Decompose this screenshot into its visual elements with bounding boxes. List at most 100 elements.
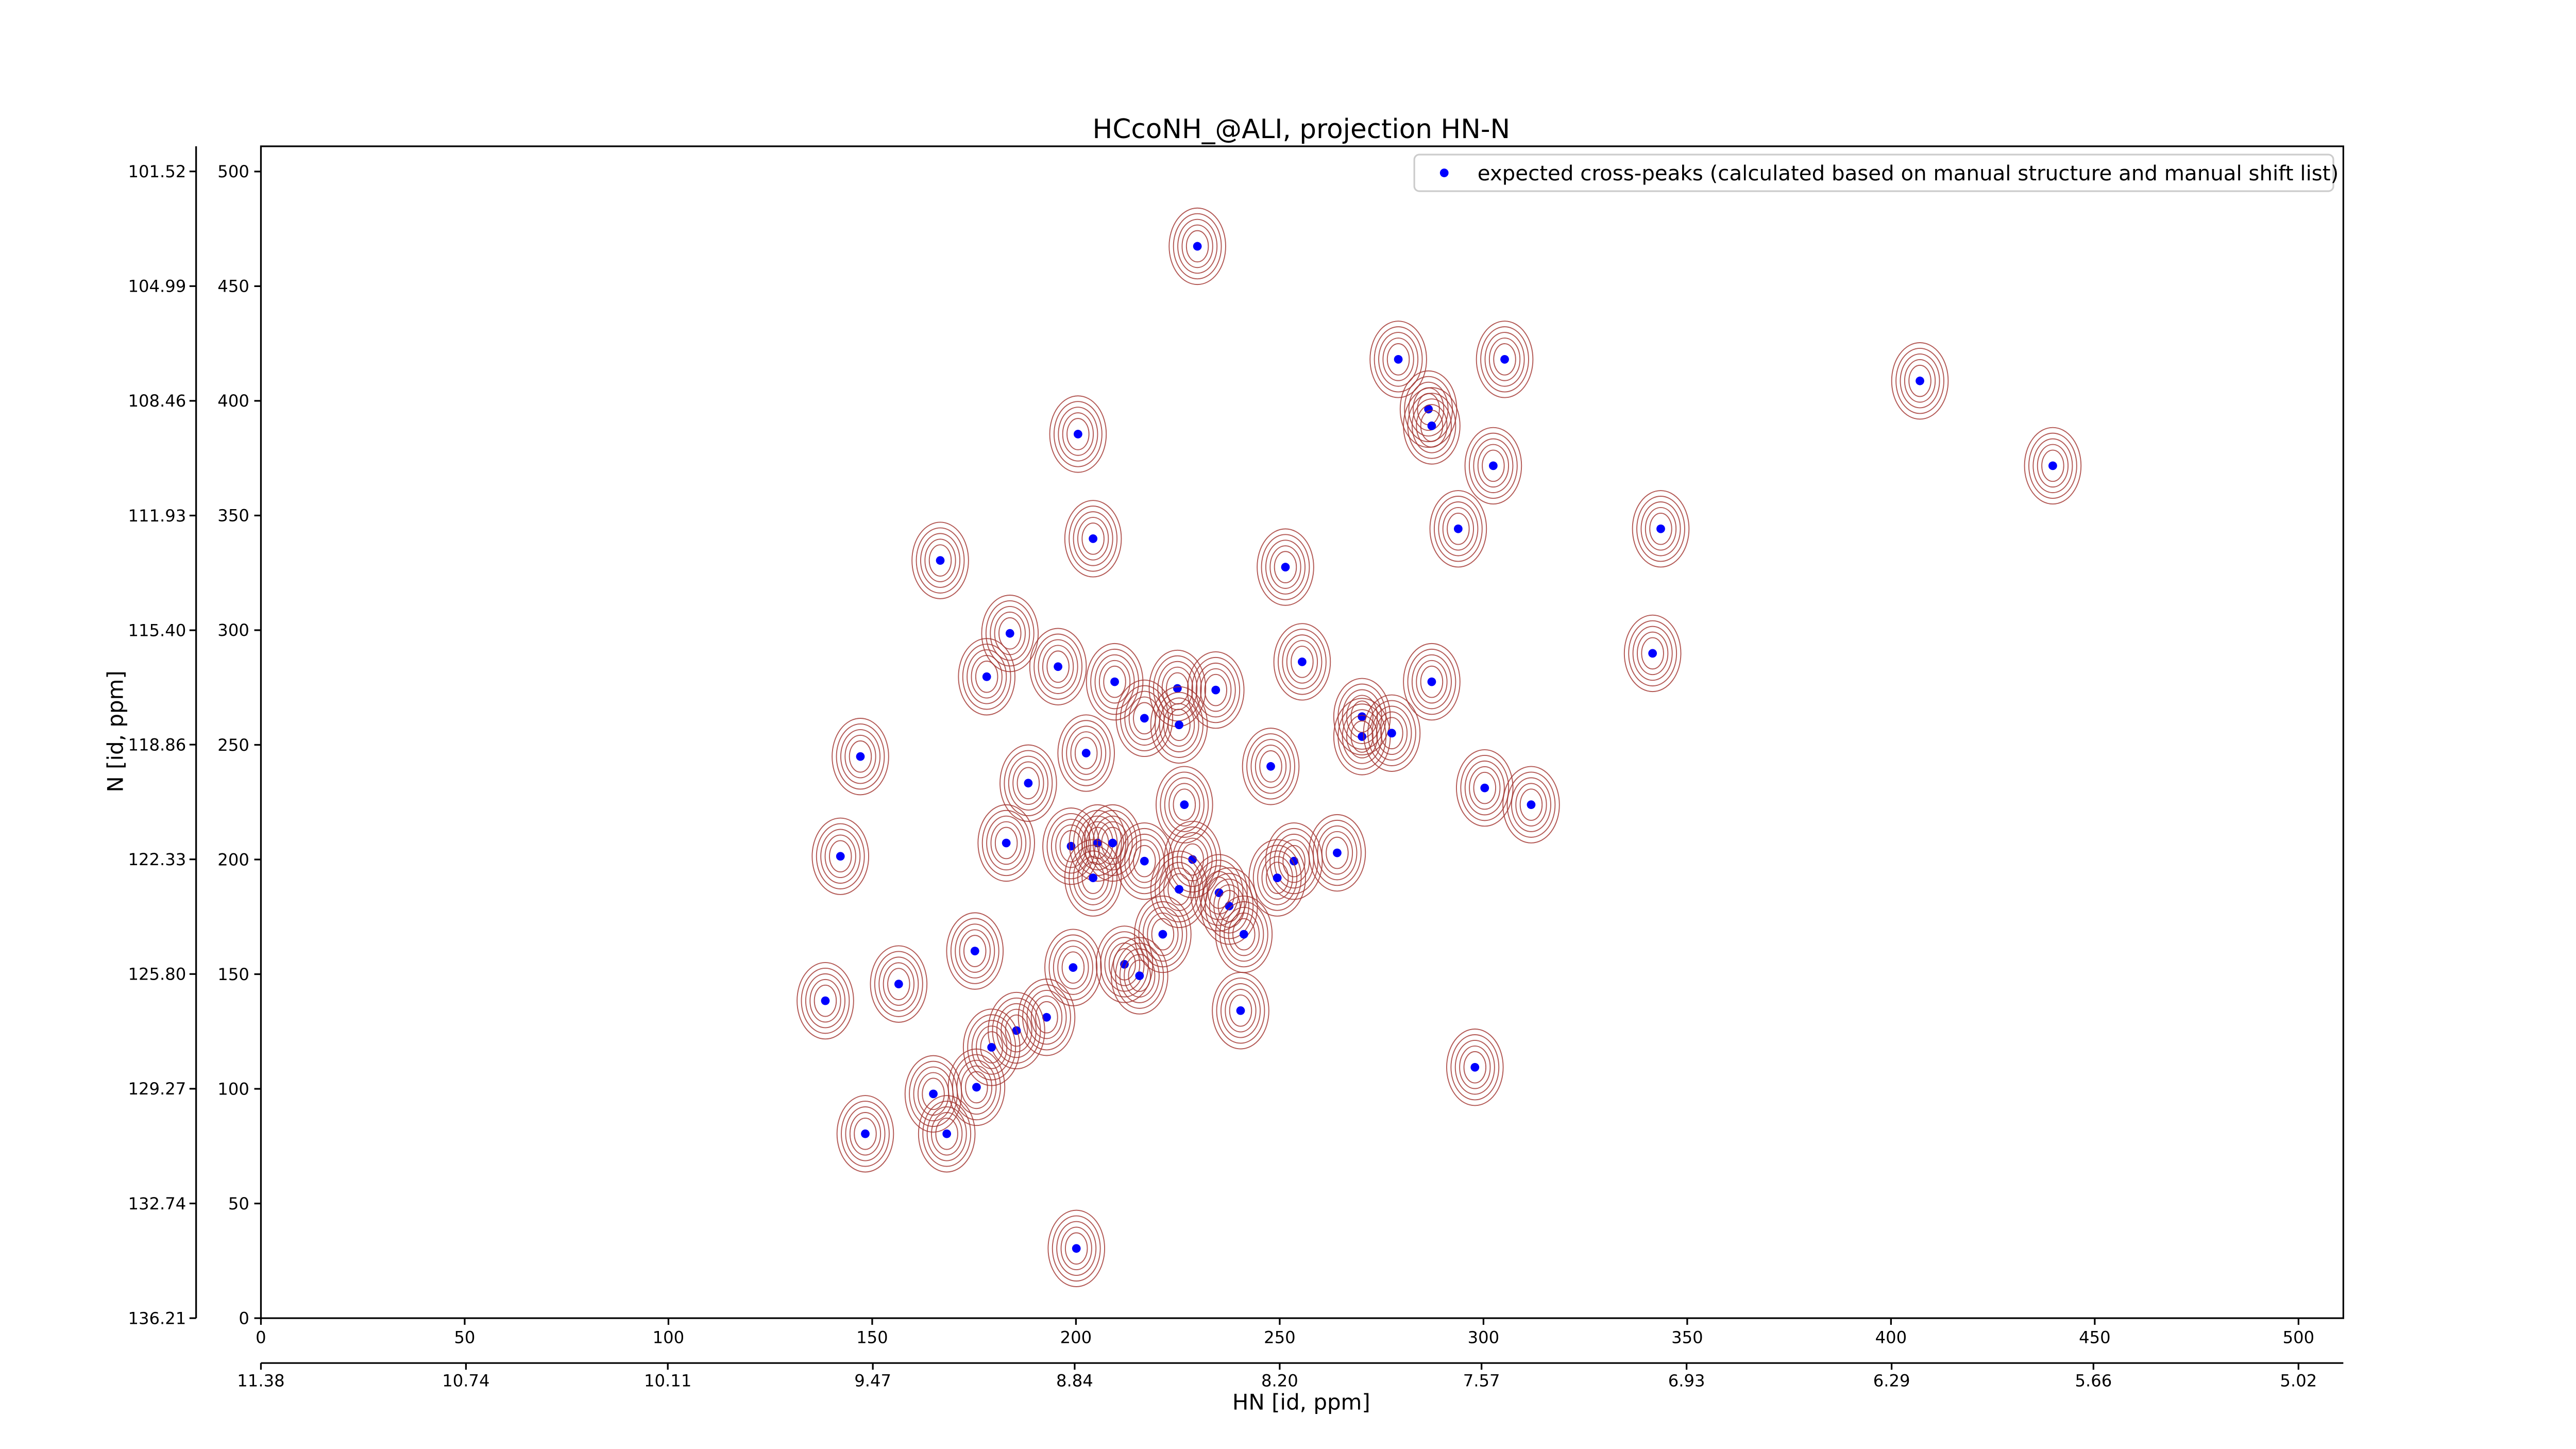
y-tick-label: 450 bbox=[217, 277, 249, 296]
peak-contour bbox=[1900, 353, 1940, 409]
peak-contour bbox=[1207, 877, 1231, 909]
peak-contour bbox=[2041, 449, 2064, 482]
peak-contour bbox=[1168, 207, 1226, 285]
cross-peak bbox=[936, 556, 945, 565]
y2-tick-label: 104.99 bbox=[128, 277, 186, 296]
peak-contour bbox=[1160, 771, 1209, 838]
cross-peak bbox=[1193, 242, 1202, 251]
peak-contour bbox=[1094, 654, 1135, 710]
peak-contour bbox=[1484, 332, 1525, 387]
peak-contour bbox=[849, 740, 872, 773]
peak-contour bbox=[1181, 224, 1213, 268]
y-tick-label: 250 bbox=[217, 735, 249, 755]
peak-contour bbox=[926, 1106, 967, 1161]
cross-peak bbox=[1358, 732, 1367, 741]
x-tick-label: 0 bbox=[256, 1327, 266, 1347]
peak-contour bbox=[1060, 1226, 1092, 1271]
peak-contour bbox=[1212, 972, 1269, 1050]
peak-contour bbox=[1455, 749, 1514, 827]
peak-contour bbox=[1416, 660, 1448, 704]
cross-peak bbox=[1266, 762, 1275, 771]
cross-peak bbox=[1239, 930, 1248, 939]
peak-contour bbox=[836, 1095, 894, 1173]
peak-contour bbox=[1429, 490, 1487, 568]
peak-contour bbox=[1282, 634, 1323, 689]
peak-contour bbox=[1637, 631, 1669, 676]
peak-contour bbox=[959, 929, 991, 973]
y-tick-label: 300 bbox=[217, 620, 249, 640]
peak-contour bbox=[840, 729, 881, 784]
cross-peak bbox=[1273, 873, 1282, 882]
peak-contour bbox=[1408, 381, 1449, 437]
peak-contour bbox=[1115, 679, 1174, 757]
x2-tick-label: 10.11 bbox=[644, 1371, 691, 1390]
peak-contour bbox=[1100, 931, 1149, 998]
peak-contour bbox=[977, 804, 1035, 882]
peak-contour bbox=[1442, 507, 1475, 551]
peak-contour bbox=[918, 1095, 976, 1173]
peak-contour bbox=[1081, 523, 1105, 555]
cross-peak bbox=[1002, 838, 1011, 848]
peak-contour bbox=[981, 810, 1031, 877]
peak-contour bbox=[1228, 912, 1260, 956]
peak-contour bbox=[1220, 983, 1261, 1038]
peak-contour bbox=[958, 638, 1016, 716]
x2-tick-label: 5.02 bbox=[2280, 1371, 2317, 1390]
peak-contour bbox=[1350, 700, 1374, 733]
peak-contour bbox=[1342, 709, 1382, 764]
peak-contour bbox=[1090, 648, 1139, 715]
x-tick-label: 500 bbox=[2283, 1327, 2315, 1347]
chart-title: HCcoNH_@ALI, projection HN-N bbox=[1093, 114, 1511, 145]
peak-contour bbox=[1407, 393, 1456, 459]
peak-contour bbox=[1274, 833, 1314, 889]
peak-contour bbox=[811, 817, 870, 895]
peak-contour bbox=[1048, 934, 1098, 1001]
cross-peak bbox=[1072, 1244, 1081, 1253]
peak-contour bbox=[1464, 760, 1505, 816]
peak-contour bbox=[1167, 873, 1191, 906]
peak-contour bbox=[1242, 728, 1300, 805]
cross-peak bbox=[1500, 355, 1509, 364]
peak-contour bbox=[1216, 978, 1265, 1044]
peak-contour bbox=[1641, 637, 1664, 670]
peak-contour bbox=[1480, 326, 1529, 393]
peak-contour bbox=[1229, 994, 1252, 1027]
plot-frame bbox=[260, 145, 2344, 1319]
peak-contour bbox=[1265, 822, 1323, 900]
peak-contour bbox=[1155, 856, 1204, 923]
cross-peak bbox=[1108, 838, 1117, 848]
peak-contour bbox=[967, 1014, 1016, 1081]
peak-contour bbox=[1124, 954, 1156, 998]
peak-contour bbox=[1069, 845, 1118, 911]
cross-peak bbox=[1480, 783, 1489, 793]
cross-peak bbox=[1089, 873, 1098, 882]
peak-contour bbox=[1008, 755, 1048, 811]
cross-peak bbox=[1158, 930, 1167, 939]
peak-contour bbox=[1077, 815, 1118, 871]
peak-contour bbox=[1069, 506, 1118, 572]
cross-peak bbox=[1333, 848, 1342, 857]
y-tick-label: 200 bbox=[217, 850, 249, 869]
peak-contour bbox=[1159, 697, 1199, 752]
peak-contour bbox=[1488, 338, 1521, 381]
peak-contour bbox=[1053, 401, 1103, 467]
peak-contour bbox=[1632, 490, 1690, 568]
peak-contour bbox=[1363, 694, 1421, 772]
peak-contour bbox=[1469, 766, 1501, 810]
y-tick-label: 50 bbox=[228, 1194, 249, 1214]
x-tick-label: 450 bbox=[2079, 1327, 2111, 1347]
peak-contour bbox=[849, 1112, 882, 1156]
peak-contour bbox=[1026, 989, 1067, 1045]
x2-tick-label: 7.57 bbox=[1463, 1371, 1500, 1390]
peak-contour bbox=[1018, 979, 1076, 1056]
peak-contour bbox=[1645, 507, 1677, 551]
peak-contour bbox=[950, 918, 999, 984]
peak-contour bbox=[1225, 989, 1257, 1033]
peak-contour bbox=[1181, 843, 1204, 876]
cross-peak bbox=[1024, 779, 1033, 788]
peak-contour bbox=[963, 935, 987, 967]
peak-contour bbox=[814, 984, 837, 1017]
peak-contour bbox=[1438, 501, 1479, 557]
y-tick-label: 150 bbox=[217, 965, 249, 984]
peak-contour bbox=[1052, 1215, 1101, 1282]
